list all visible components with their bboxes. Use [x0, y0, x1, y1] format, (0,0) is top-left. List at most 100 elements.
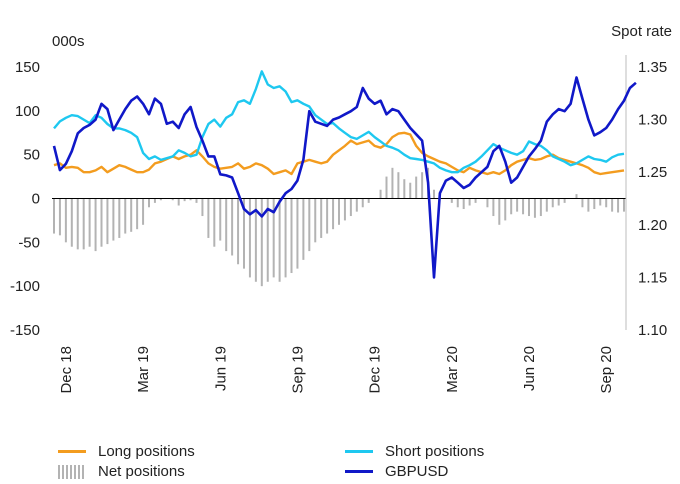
- short-swatch: [345, 450, 373, 453]
- net-position-bar: [225, 198, 228, 252]
- net-position-bar: [533, 198, 536, 218]
- net-position-bar: [159, 198, 162, 201]
- net-position-bar: [82, 198, 85, 250]
- net-position-bar: [355, 198, 358, 212]
- net-position-bar: [213, 198, 216, 247]
- left-tick-label: 0: [32, 191, 40, 208]
- right-axis-unit-label: Spot rate: [611, 23, 672, 40]
- net-position-bar: [142, 198, 145, 225]
- left-tick-label: 150: [15, 59, 40, 76]
- net-position-bar: [349, 198, 352, 217]
- right-tick-label: 1.30: [638, 112, 667, 129]
- legend-gbpusd-label: GBPUSD: [385, 463, 449, 480]
- x-tick-label: Mar 20: [444, 346, 461, 393]
- gbpusd-line: [52, 76, 637, 279]
- net-position-bar: [130, 198, 133, 232]
- net-position-bar: [516, 198, 519, 212]
- net-position-bar: [522, 198, 525, 215]
- net-position-bar: [433, 189, 435, 199]
- right-tick-label: 1.10: [638, 322, 667, 339]
- right-tick-label: 1.35: [638, 59, 667, 76]
- net-position-bar: [343, 198, 346, 221]
- net-position-bar: [623, 198, 625, 212]
- net-position-bar: [284, 198, 287, 278]
- net-position-bar: [266, 198, 269, 282]
- net-position-bar: [118, 198, 121, 238]
- x-tick-label: Jun 19: [212, 346, 229, 391]
- net-position-bar: [587, 198, 590, 212]
- left-axis-unit-label: 000s: [52, 33, 85, 50]
- net-position-bar: [70, 198, 73, 247]
- net-position-bar: [397, 172, 400, 199]
- net-position-bar: [462, 198, 465, 210]
- net-position-bar: [94, 198, 97, 252]
- net-position-bar: [53, 198, 55, 234]
- net-position-bar: [248, 198, 251, 278]
- net-position-bar: [605, 198, 608, 208]
- net-position-bar: [148, 198, 150, 208]
- net-position-bar: [302, 198, 305, 260]
- net-position-bar: [272, 198, 275, 278]
- long-positions-line: [53, 131, 625, 176]
- net-position-bar: [545, 198, 548, 212]
- left-tick-label: -100: [10, 278, 40, 295]
- long-swatch: [58, 450, 86, 453]
- net-position-bar: [504, 198, 507, 221]
- net-position-bar: [219, 198, 222, 241]
- legend-net: Net positions: [58, 463, 185, 480]
- net-position-bar: [106, 198, 109, 245]
- net-position-bar: [88, 198, 91, 247]
- net-position-bar: [201, 198, 204, 217]
- net-position-bar: [64, 198, 67, 243]
- net-position-bar: [314, 198, 317, 243]
- net-position-bar: [581, 198, 584, 208]
- legend-short: Short positions: [345, 443, 484, 460]
- right-tick-label: 1.15: [638, 269, 667, 286]
- net-position-bar: [498, 198, 501, 225]
- net-position-bar: [332, 198, 335, 230]
- left-tick-label: 50: [23, 147, 40, 164]
- net-position-bar: [551, 198, 554, 208]
- net-position-bar: [296, 198, 299, 269]
- net-position-bar: [124, 198, 127, 234]
- legend-long-label: Long positions: [98, 443, 195, 460]
- net-position-bar: [563, 198, 566, 203]
- net-position-bar: [528, 198, 530, 217]
- net-position-bar: [361, 198, 364, 208]
- short-positions-line: [53, 70, 625, 174]
- net-position-bar: [231, 198, 234, 256]
- net-position-bar: [403, 179, 406, 199]
- x-tick-label: Dec 18: [58, 346, 75, 394]
- x-tick-label: Jun 20: [521, 346, 538, 391]
- net-position-bar: [195, 198, 198, 203]
- left-tick-label: -50: [18, 234, 40, 251]
- x-tick-label: Sep 20: [598, 346, 615, 394]
- net-position-bar: [112, 198, 115, 241]
- net-position-bar: [320, 198, 323, 238]
- net-position-bar: [136, 198, 139, 230]
- net-position-bar: [278, 198, 281, 282]
- x-tick-label: Dec 19: [367, 346, 384, 394]
- net-position-bar: [409, 182, 412, 199]
- net-position-bar: [183, 198, 186, 202]
- net-position-bar: [100, 198, 103, 247]
- net-position-bar: [391, 167, 394, 199]
- net-position-bar: [385, 176, 388, 199]
- net-position-bar: [338, 198, 340, 225]
- net-position-bar: [243, 198, 245, 269]
- net-position-bar: [539, 198, 542, 217]
- net-position-bar: [557, 198, 560, 206]
- net-position-bar: [415, 176, 418, 199]
- net-position-bar: [254, 198, 257, 282]
- net-position-bar: [171, 198, 174, 201]
- net-position-bar: [593, 198, 596, 210]
- net-position-bar: [308, 198, 311, 252]
- net-position-bar: [575, 194, 578, 199]
- gbpusd-swatch: [345, 470, 373, 473]
- net-position-bar: [177, 198, 180, 206]
- legend-long: Long positions: [58, 443, 195, 460]
- net-position-bar: [486, 198, 489, 208]
- net-position-bar: [468, 198, 471, 206]
- net-swatch: [58, 464, 86, 479]
- net-position-bar: [510, 198, 513, 215]
